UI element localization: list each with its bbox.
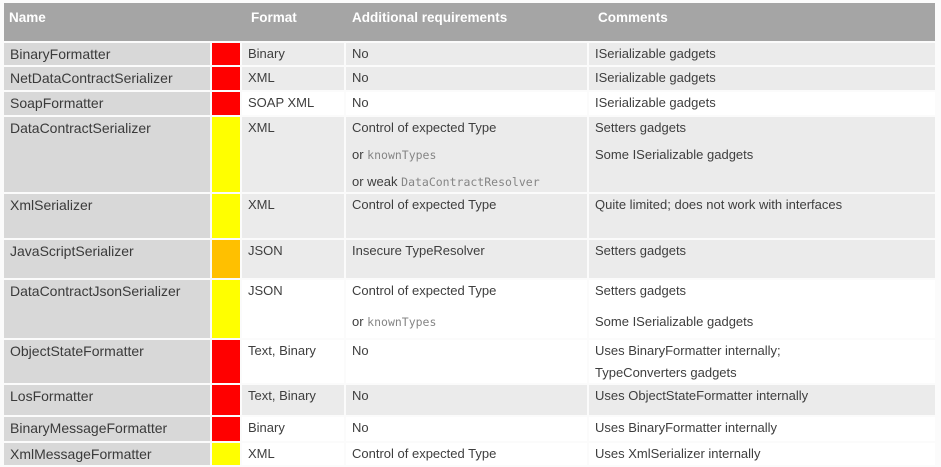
requirements-cell: Control of expected Type <box>346 442 587 466</box>
table-row: NetDataContractSerializer XML No ISerial… <box>4 67 935 90</box>
requirements-cell: No <box>346 67 587 90</box>
requirements-cell: No <box>346 416 587 441</box>
serializer-name-cell: SoapFormatter <box>4 91 210 115</box>
format-cell: JSON <box>242 280 344 339</box>
comments-cell: Setters gadgets <box>589 240 935 279</box>
table-row: LosFormatter Text, Binary No Uses Object… <box>4 384 935 415</box>
comments-cell: ISerializable gadgets <box>589 91 935 115</box>
risk-color-swatch-yellow <box>212 280 240 339</box>
format-cell: XML <box>242 194 344 239</box>
risk-color-swatch-red <box>212 43 240 66</box>
table-row: XmlMessageFormatter XML Control of expec… <box>4 442 935 466</box>
serializer-name-cell: DataContractSerializer <box>4 116 210 193</box>
requirements-cell: Control of expected Type or knownTypes or … <box>346 116 587 193</box>
format-cell: Binary <box>242 43 344 66</box>
table-row: BinaryFormatter Binary No ISerializable … <box>4 43 935 66</box>
code-term: knownTypes <box>367 314 437 329</box>
format-cell: SOAP XML <box>242 91 344 115</box>
risk-color-swatch-red <box>212 384 240 415</box>
risk-color-swatch-orange <box>212 240 240 279</box>
format-cell: XML <box>242 116 344 193</box>
risk-color-swatch-red <box>212 91 240 115</box>
requirements-cell: No <box>346 91 587 115</box>
risk-color-swatch-yellow <box>212 194 240 239</box>
table-row: XmlSerializer XML Control of expected Ty… <box>4 194 935 239</box>
code-term: DataContractResolver <box>401 175 540 190</box>
requirements-cell: No <box>346 43 587 66</box>
serializer-name-cell: XmlMessageFormatter <box>4 442 210 466</box>
table-row: SoapFormatter SOAP XML No ISerializable … <box>4 91 935 115</box>
risk-color-swatch-yellow <box>212 442 240 466</box>
serializer-name-cell: BinaryFormatter <box>4 43 210 66</box>
requirements-cell: No <box>346 384 587 415</box>
serializers-table: Name Format Additional requirements Comm… <box>4 3 935 467</box>
column-header-format: Format <box>251 10 297 25</box>
comments-cell: Setters gadgets Some ISerializable gadget… <box>589 116 935 193</box>
serializer-name-cell: NetDataContractSerializer <box>4 67 210 90</box>
risk-color-swatch-yellow <box>212 116 240 193</box>
serializer-name-cell: ObjectStateFormatter <box>4 340 210 383</box>
format-cell: Text, Binary <box>242 340 344 383</box>
serializer-name-cell: XmlSerializer <box>4 194 210 239</box>
column-header-name: Name <box>9 10 46 25</box>
comments-cell: Uses BinaryFormatter internally; TypeConv… <box>589 340 935 383</box>
serializer-name-cell: DataContractJsonSerializer <box>4 280 210 339</box>
comments-cell: ISerializable gadgets <box>589 67 935 90</box>
serializer-name-cell: LosFormatter <box>4 384 210 415</box>
table-row: DataContractSerializer XML Control of ex… <box>4 116 935 193</box>
column-header-requirements: Additional requirements <box>352 10 508 25</box>
table-header-row: Name Format Additional requirements Comm… <box>4 3 935 41</box>
requirements-cell: Insecure TypeResolver <box>346 240 587 279</box>
table-row: JavaScriptSerializer JSON Insecure TypeR… <box>4 240 935 279</box>
comments-cell: ISerializable gadgets <box>589 43 935 66</box>
serializer-name-cell: JavaScriptSerializer <box>4 240 210 279</box>
comments-cell: Uses XmlSerializer internally <box>589 442 935 466</box>
comments-cell: Uses BinaryFormatter internally <box>589 416 935 441</box>
column-header-risk-swatch <box>212 3 242 41</box>
requirements-cell: No <box>346 340 587 383</box>
comments-cell: Setters gadgets Some ISerializable gadget… <box>589 280 935 339</box>
table-row: DataContractJsonSerializer JSON Control … <box>4 280 935 339</box>
requirements-cell: Control of expected Type or knownTypes <box>346 280 587 339</box>
risk-color-swatch-red <box>212 340 240 383</box>
table-row: BinaryMessageFormatter Binary No Uses Bi… <box>4 416 935 441</box>
risk-color-swatch-red <box>212 416 240 441</box>
comments-cell: Uses ObjectStateFormatter internally <box>589 384 935 415</box>
risk-color-swatch-red <box>212 67 240 90</box>
column-header-comments: Comments <box>598 10 668 25</box>
comments-cell: Quite limited; does not work with interf… <box>589 194 935 239</box>
format-cell: XML <box>242 442 344 466</box>
serializer-name-cell: BinaryMessageFormatter <box>4 416 210 441</box>
requirements-cell: Control of expected Type <box>346 194 587 239</box>
table-row: ObjectStateFormatter Text, Binary No Use… <box>4 340 935 383</box>
table-body: BinaryFormatter Binary No ISerializable … <box>4 43 935 466</box>
format-cell: Text, Binary <box>242 384 344 415</box>
format-cell: XML <box>242 67 344 90</box>
format-cell: Binary <box>242 416 344 441</box>
code-term: knownTypes <box>367 148 437 163</box>
format-cell: JSON <box>242 240 344 279</box>
